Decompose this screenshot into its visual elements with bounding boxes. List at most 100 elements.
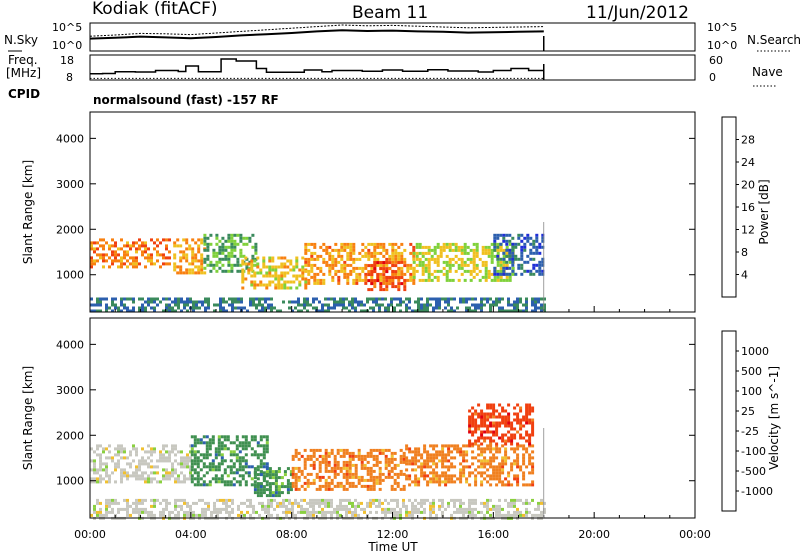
echo-cell — [265, 283, 269, 287]
echo-cell — [99, 501, 102, 505]
echo-cell — [153, 300, 156, 304]
echo-cell — [300, 454, 304, 458]
echo-cell — [342, 460, 346, 464]
echo-cell — [239, 233, 243, 237]
echo-cell — [376, 245, 380, 249]
echo-cell — [438, 498, 441, 502]
echo-cell — [348, 460, 352, 464]
echo-cell — [393, 513, 396, 517]
echo-cell — [414, 447, 418, 451]
echo-cell — [412, 266, 416, 270]
echo-cell — [174, 504, 177, 508]
echo-cell — [445, 260, 449, 264]
echo-cell — [492, 300, 495, 304]
echo-cell — [369, 472, 373, 476]
echo-cell — [522, 471, 526, 475]
echo-cell — [531, 462, 535, 466]
echo-cell — [408, 300, 411, 304]
echo-cell — [147, 297, 150, 301]
echo-cell — [90, 309, 93, 313]
echo-cell — [489, 498, 492, 502]
echo-cell — [93, 259, 96, 263]
echo-cell — [370, 288, 374, 292]
echo-cell — [489, 483, 493, 487]
echo-cell — [403, 272, 407, 276]
echo-cell — [507, 471, 511, 475]
echo-cell — [421, 254, 425, 258]
colorbar-tick-label: -25 — [741, 425, 759, 438]
echo-cell — [505, 242, 509, 246]
echo-cell — [480, 409, 484, 413]
echo-cell — [445, 269, 449, 273]
echo-cell — [363, 466, 367, 470]
echo-cell — [165, 256, 168, 260]
echo-cell — [384, 309, 387, 313]
echo-cell — [427, 269, 431, 273]
echo-cell — [421, 269, 425, 273]
echo-cell — [138, 501, 141, 505]
echo-cell — [232, 450, 236, 454]
echo-cell — [420, 309, 423, 313]
echo-cell — [99, 444, 102, 448]
echo-cell — [303, 487, 307, 491]
echo-cell — [537, 504, 540, 508]
echo-cell — [441, 456, 445, 460]
echo-cell — [541, 245, 545, 249]
echo-cell — [504, 415, 508, 419]
echo-cell — [390, 475, 394, 479]
echo-cell — [426, 306, 429, 310]
echo-cell — [183, 474, 186, 478]
echo-cell — [190, 480, 194, 484]
echo-cell — [324, 463, 328, 467]
echo-cell — [352, 281, 356, 285]
echo-cell — [291, 475, 295, 479]
echo-cell — [200, 265, 204, 269]
echo-cell — [397, 285, 401, 289]
echo-cell — [460, 263, 464, 267]
echo-cell — [363, 484, 367, 488]
echo-cell — [271, 259, 275, 263]
echo-cell — [438, 507, 441, 511]
echo-cell — [364, 272, 368, 276]
time-axis: 00:00 04:00 08:00 12:00 16:00 20:00 00:00 — [74, 528, 711, 541]
echo-cell — [414, 462, 418, 466]
echo-cell — [541, 236, 545, 240]
echo-cell — [471, 444, 475, 448]
power-y-axis-label: Slant Range [km] — [21, 160, 35, 264]
echo-cell — [496, 260, 500, 264]
echo-cell — [507, 300, 510, 304]
echo-cell — [357, 513, 360, 517]
echo-cell — [501, 439, 505, 443]
echo-cell — [453, 456, 457, 460]
echo-cell — [342, 498, 345, 502]
echo-cell — [522, 513, 525, 517]
echo-cell — [456, 450, 460, 454]
echo-cell — [396, 504, 399, 508]
echo-cell — [244, 459, 248, 463]
echo-cell — [507, 474, 511, 478]
echo-cell — [498, 510, 501, 514]
echo-cell — [135, 501, 138, 505]
echo-cell — [504, 459, 508, 463]
echo-cell — [93, 465, 96, 469]
echo-cell — [235, 435, 239, 439]
echo-cell — [513, 501, 516, 505]
echo-cell — [114, 256, 117, 260]
echo-cell — [378, 466, 382, 470]
echo-cell — [354, 510, 357, 514]
echo-cell — [228, 297, 231, 301]
echo-cell — [528, 453, 532, 457]
echo-cell — [447, 477, 451, 481]
echo-cell — [453, 498, 456, 502]
echo-cell — [230, 251, 234, 255]
echo-cell — [364, 281, 368, 285]
echo-cell — [117, 265, 120, 269]
echo-cell — [529, 242, 533, 246]
echo-cell — [203, 257, 207, 261]
echo-cell — [516, 507, 519, 511]
echo-cell — [211, 477, 215, 481]
echo-cell — [373, 281, 377, 285]
echo-cell — [369, 498, 372, 502]
echo-cell — [330, 469, 334, 473]
echo-cell — [144, 265, 147, 269]
